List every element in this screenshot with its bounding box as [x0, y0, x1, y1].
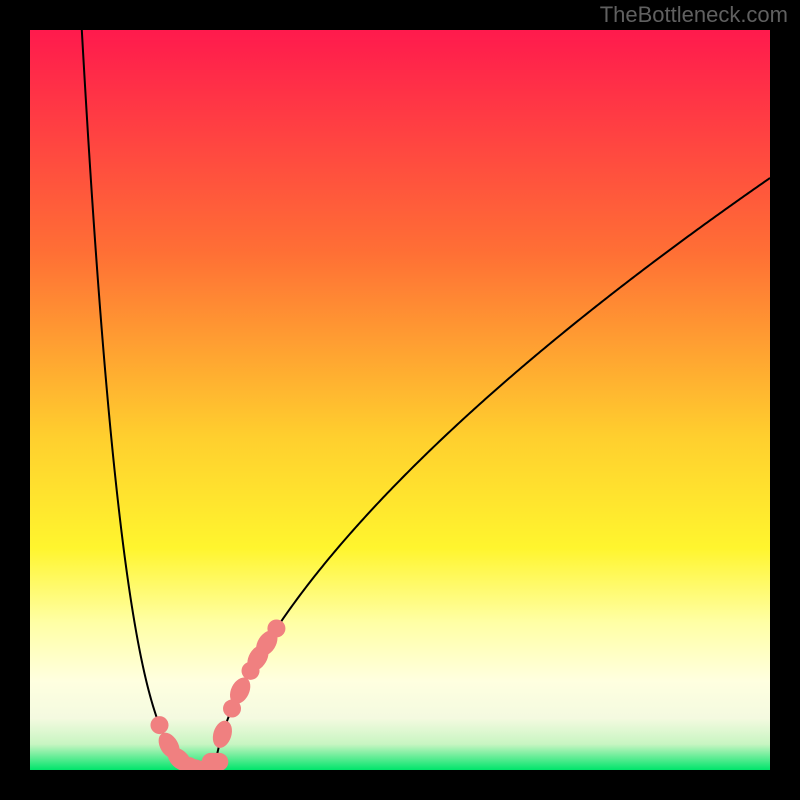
watermark-text: TheBottleneck.com	[600, 2, 788, 28]
bead-circle	[267, 619, 285, 637]
plot-area	[30, 30, 770, 770]
bead-bottom-pill	[202, 753, 229, 770]
chart-frame: TheBottleneck.com	[0, 0, 800, 800]
plot-svg	[30, 30, 770, 770]
bead-circle	[151, 716, 169, 734]
